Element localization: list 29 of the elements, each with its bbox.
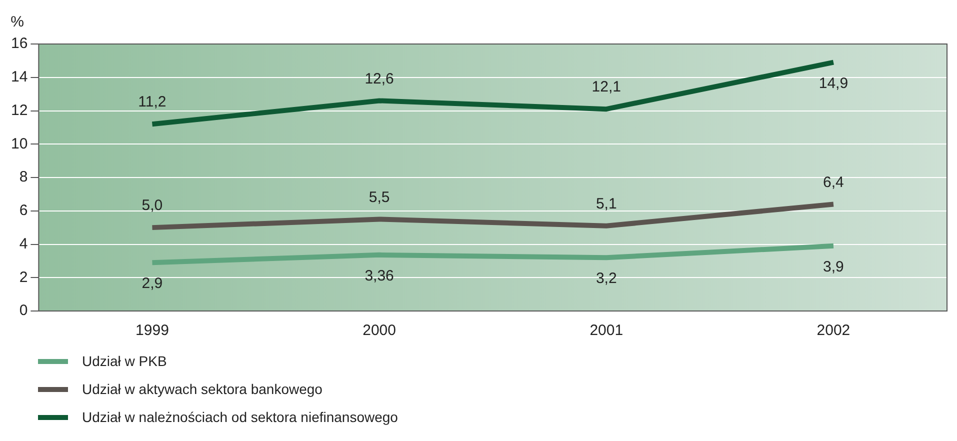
y-tick-label: 16 [10, 35, 28, 52]
y-tick-label: 2 [19, 268, 28, 286]
x-tick-label: 1999 [136, 322, 169, 340]
data-label: 3,9 [823, 258, 844, 276]
data-label: 3,2 [596, 270, 617, 288]
x-tick-label: 2000 [362, 322, 396, 340]
y-tick-label: 0 [19, 302, 28, 320]
y-tick-label: 14 [10, 68, 28, 86]
y-tick-label: 6 [19, 202, 28, 220]
data-label: 5,1 [596, 196, 617, 213]
legend-label: Udział w należnościach od sektora niefinansowego [82, 409, 398, 425]
data-label: 14,9 [818, 74, 848, 92]
x-tick-label: 2002 [816, 322, 850, 340]
data-label: 12,6 [364, 70, 394, 88]
data-label: 3,36 [364, 268, 394, 285]
x-tick-label: 2001 [590, 322, 624, 340]
legend-label: Udział w aktywach sektora bankowego [82, 381, 322, 397]
data-label: 5,0 [142, 197, 163, 214]
data-label: 5,5 [368, 188, 390, 206]
data-label: 2,9 [142, 275, 163, 292]
legend-label: Udział w PKB [82, 353, 167, 369]
data-label: 11,2 [138, 94, 166, 111]
y-tick-label: 8 [19, 168, 28, 186]
y-axis-title: % [10, 14, 24, 31]
y-tick-label: 10 [10, 135, 28, 152]
data-label: 12,1 [592, 78, 621, 96]
y-tick-label: 4 [19, 235, 28, 252]
data-label: 6,4 [823, 174, 844, 191]
y-tick-label: 12 [10, 102, 28, 119]
